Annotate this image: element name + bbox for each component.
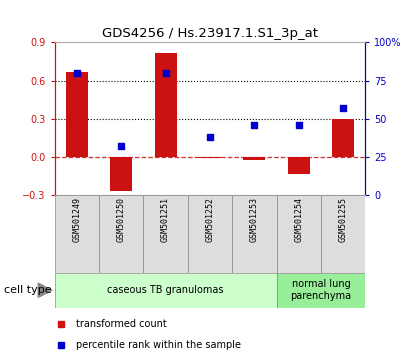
Bar bbox=[199, 156, 221, 158]
Text: normal lung
parenchyma: normal lung parenchyma bbox=[291, 279, 352, 301]
Bar bbox=[55, 195, 99, 273]
Bar bbox=[110, 156, 132, 191]
Bar bbox=[232, 195, 277, 273]
Point bbox=[207, 134, 213, 140]
Text: transformed count: transformed count bbox=[76, 319, 167, 329]
Bar bbox=[66, 72, 88, 156]
Text: GSM501255: GSM501255 bbox=[339, 197, 348, 242]
Text: GSM501253: GSM501253 bbox=[250, 197, 259, 242]
Point bbox=[295, 122, 302, 127]
Bar bbox=[243, 156, 265, 160]
Text: GSM501251: GSM501251 bbox=[161, 197, 170, 242]
Polygon shape bbox=[38, 283, 52, 297]
Text: GSM501250: GSM501250 bbox=[117, 197, 126, 242]
Title: GDS4256 / Hs.23917.1.S1_3p_at: GDS4256 / Hs.23917.1.S1_3p_at bbox=[102, 27, 318, 40]
Bar bbox=[188, 195, 232, 273]
Bar bbox=[321, 195, 365, 273]
Text: caseous TB granulomas: caseous TB granulomas bbox=[108, 285, 224, 295]
Bar bbox=[288, 156, 310, 175]
Point bbox=[162, 70, 169, 76]
Bar bbox=[332, 119, 354, 156]
Text: percentile rank within the sample: percentile rank within the sample bbox=[76, 340, 241, 350]
Point bbox=[251, 122, 258, 127]
Bar bbox=[99, 195, 143, 273]
Text: GSM501252: GSM501252 bbox=[205, 197, 215, 242]
Text: GSM501254: GSM501254 bbox=[294, 197, 303, 242]
Bar bbox=[277, 273, 365, 308]
Bar bbox=[55, 273, 277, 308]
Point bbox=[118, 143, 125, 149]
Bar bbox=[277, 195, 321, 273]
Text: cell type: cell type bbox=[4, 285, 52, 295]
Bar bbox=[143, 195, 188, 273]
Point bbox=[340, 105, 346, 111]
Bar bbox=[155, 53, 177, 156]
Text: GSM501249: GSM501249 bbox=[72, 197, 81, 242]
Point bbox=[74, 70, 80, 76]
